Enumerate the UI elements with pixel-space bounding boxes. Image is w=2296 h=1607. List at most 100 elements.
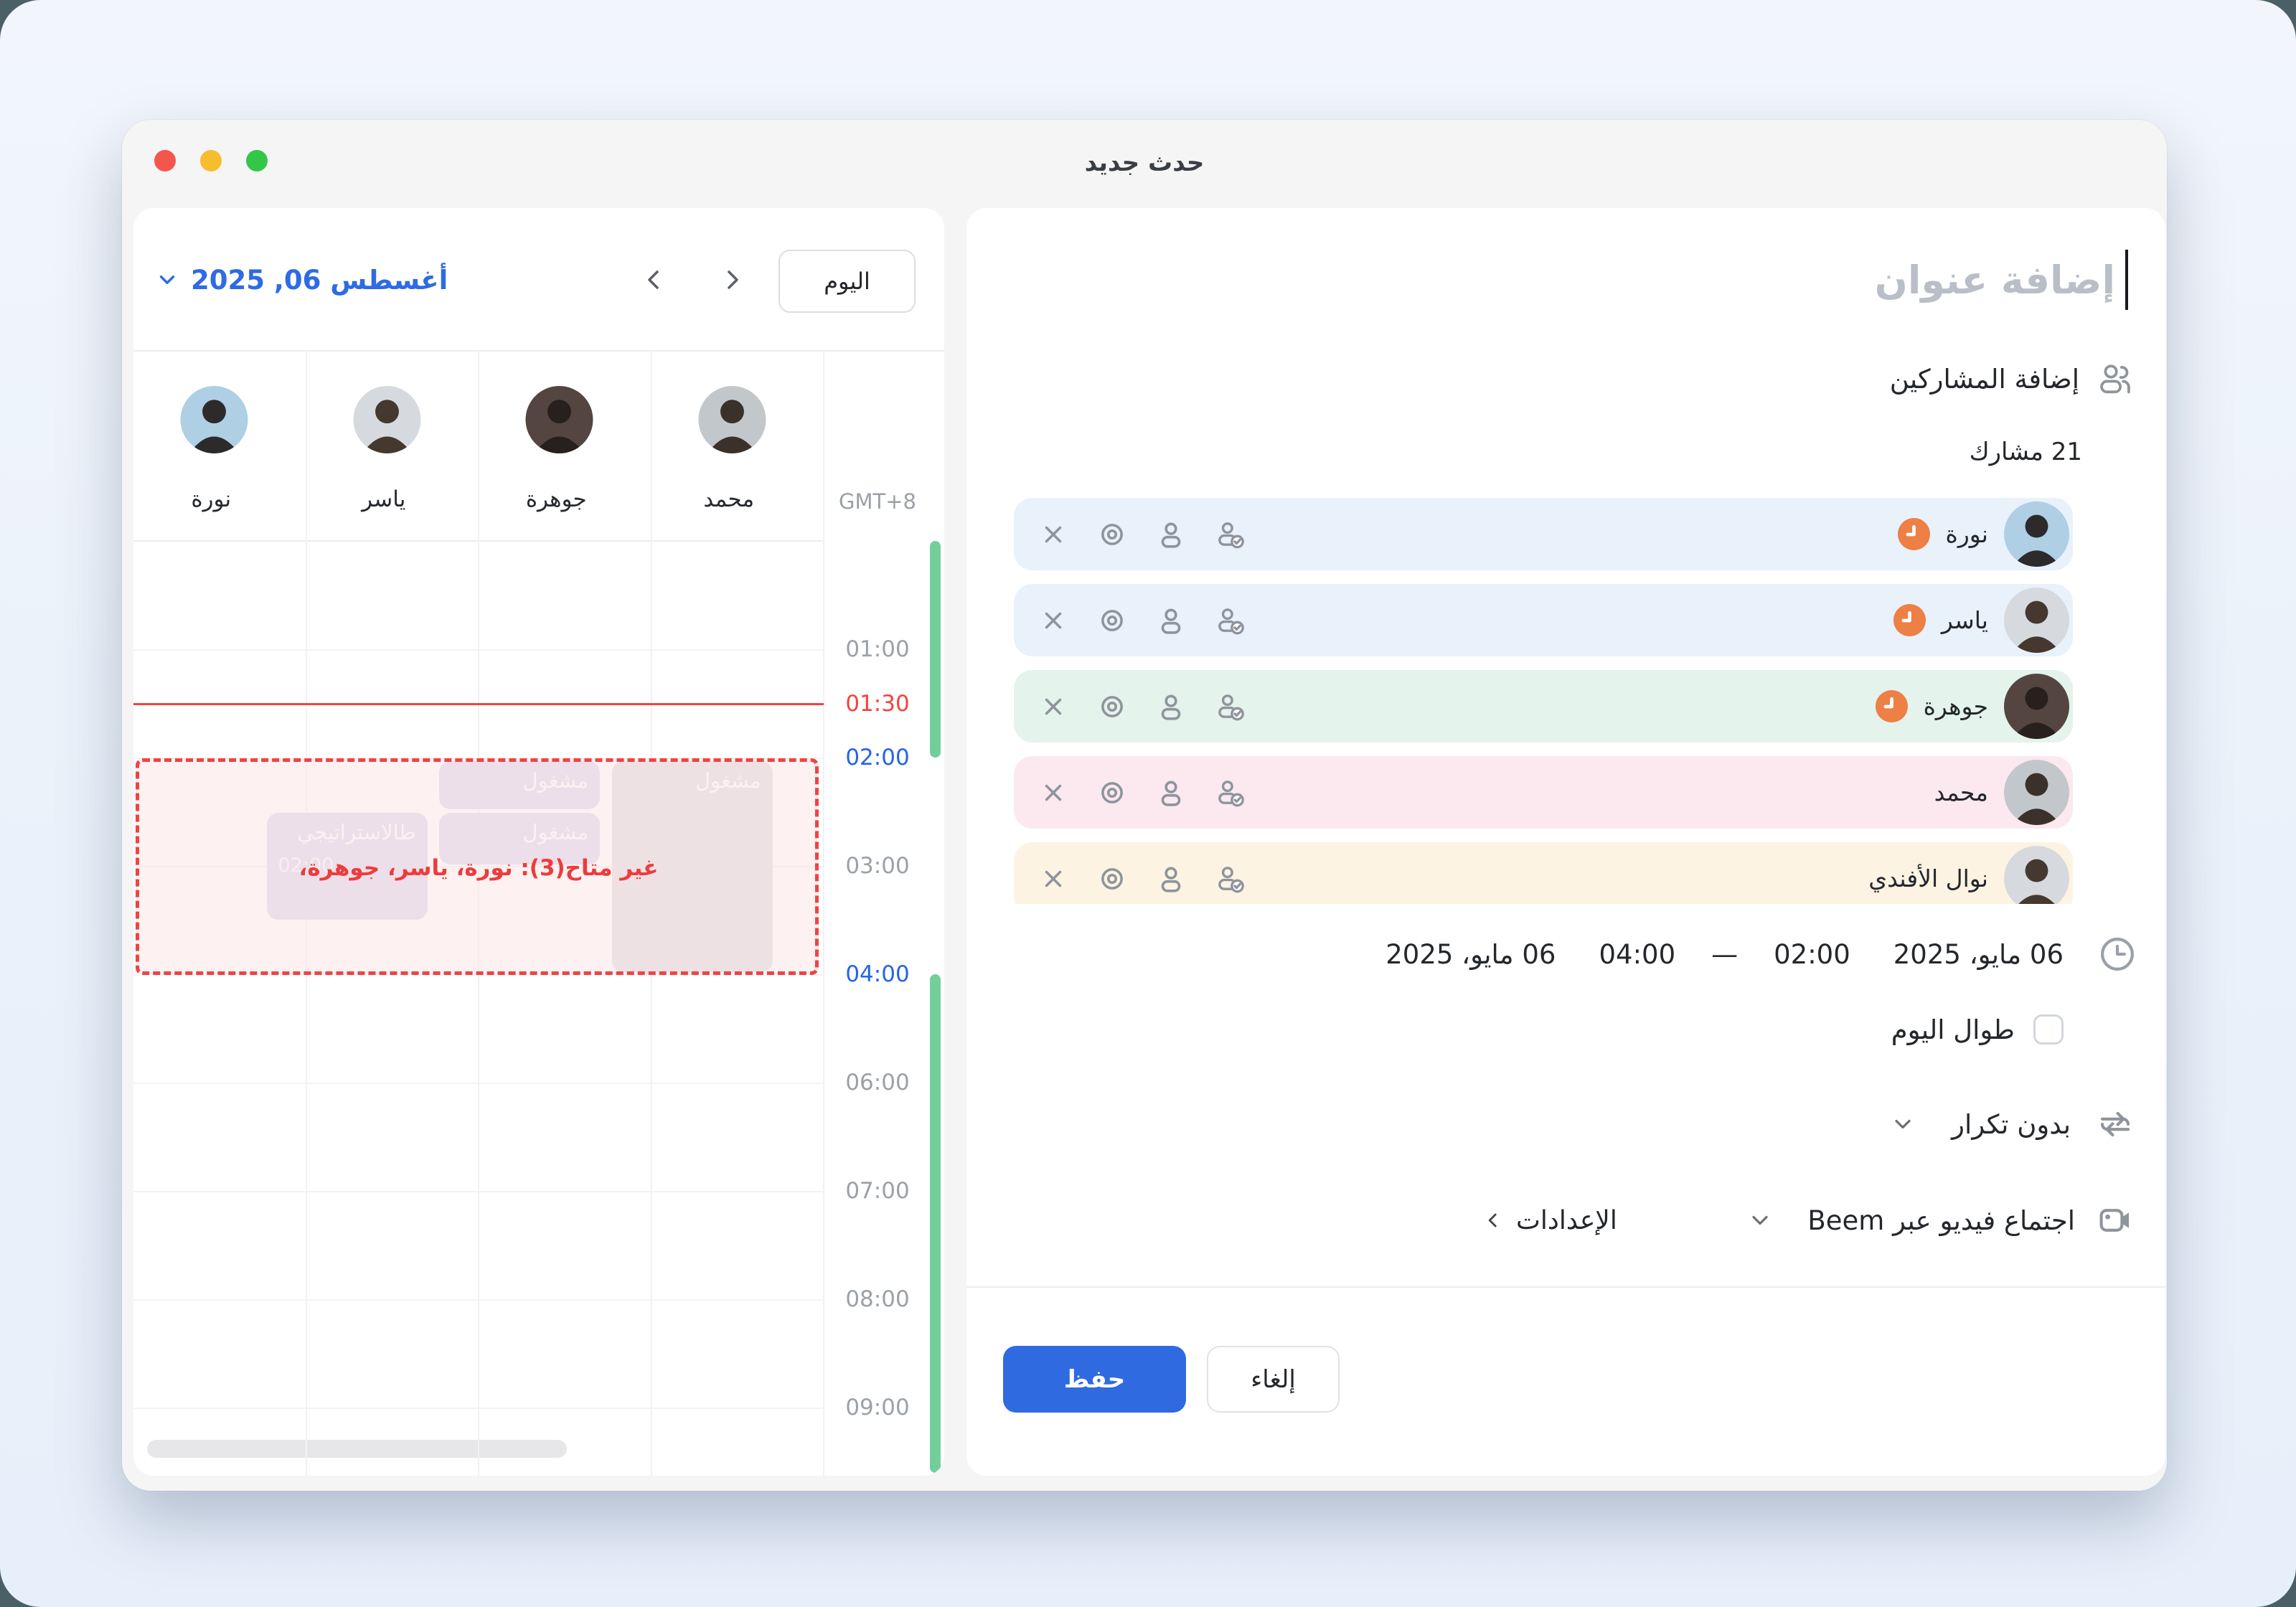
add-participants-button[interactable]: إضافة المشاركين: [1890, 356, 2134, 402]
video-meeting-label: اجتماع فيديو عبر Beem: [1807, 1205, 2075, 1236]
avatar: [2004, 588, 2069, 653]
person-name: ياسر: [362, 486, 406, 512]
participant-row: نوال الأفندي: [1014, 842, 2073, 904]
person-check-icon[interactable]: [1215, 519, 1245, 550]
participant-row: جوهرة: [1014, 670, 2073, 743]
chevron-left-icon: [1482, 1209, 1505, 1232]
save-button[interactable]: حفظ: [1003, 1346, 1186, 1413]
person-check-icon[interactable]: [1215, 778, 1245, 808]
person-name: نورة: [191, 486, 232, 512]
video-meeting-dropdown[interactable]: اجتماع فيديو عبر Beem: [1747, 1192, 2135, 1248]
window-title: حدث جديد: [1084, 149, 1205, 177]
time-range-dash: —: [1711, 938, 1739, 970]
recurrence-label: بدون تكرار: [1952, 1108, 2071, 1140]
window-controls: [154, 150, 268, 171]
event-form-panel: إضافة عنوان إضافة المشاركين 21 مشارك: [966, 208, 2165, 1476]
clock-icon: [2098, 935, 2137, 974]
participant-name: نوال الأفندي: [1868, 864, 1988, 892]
visibility-icon[interactable]: [1097, 778, 1127, 808]
unavailable-note: غير متاح(3): نورة، ياسر، جوهرة،: [298, 855, 659, 881]
gutter-divider: [823, 352, 824, 1476]
prev-day-button[interactable]: [636, 261, 673, 298]
pending-clock-badge: [1875, 690, 1908, 722]
person-icon[interactable]: [1156, 864, 1186, 894]
person-column: محمد: [651, 352, 824, 540]
all-day-checkbox[interactable]: [2033, 1014, 2064, 1045]
text-caret: [2125, 250, 2128, 310]
time-label: 03:00: [845, 853, 910, 879]
person-check-icon[interactable]: [1215, 605, 1245, 636]
person-icon[interactable]: [1156, 692, 1186, 722]
start-time[interactable]: 02:00: [1774, 938, 1850, 970]
repeat-icon: [2095, 1107, 2135, 1141]
remove-icon[interactable]: [1038, 778, 1068, 808]
chevron-down-icon: [155, 268, 179, 292]
end-date[interactable]: 06 مايو، 2025: [1385, 938, 1556, 970]
person-check-icon[interactable]: [1215, 864, 1245, 894]
participant-name: جوهرة: [1923, 692, 1988, 720]
cancel-button[interactable]: إلغاء: [1207, 1346, 1340, 1413]
time-gutter: GMT+8 01:00 01:30 02:00 03:00 04:00 06:00 07:0…: [824, 352, 944, 1476]
add-participants-label: إضافة المشاركين: [1889, 363, 2079, 395]
pending-clock-badge: [1897, 518, 1930, 550]
pending-clock-badge: [1893, 604, 1926, 636]
time-label: 09:00: [845, 1395, 910, 1420]
chevron-down-icon: [1890, 1111, 1916, 1137]
participants-list: نورة ياسر جوهرة محمد: [1014, 498, 2073, 904]
time-label: 08:00: [845, 1286, 910, 1312]
availability-bar: [930, 541, 941, 758]
date-picker[interactable]: أغسطس 06, 2025: [155, 208, 448, 352]
event-title-input[interactable]: إضافة عنوان: [1874, 257, 2115, 303]
person-column: نورة: [133, 352, 306, 540]
end-time[interactable]: 04:00: [1599, 938, 1676, 970]
person-icon[interactable]: [1156, 778, 1186, 808]
participant-name: ياسر: [1941, 606, 1988, 634]
zoom-button[interactable]: [246, 150, 268, 171]
participants-count: 21 مشارك: [1969, 438, 2082, 466]
new-event-window: حدث جديد أغسطس 06, 2025 اليوم: [122, 120, 2167, 1491]
visibility-icon[interactable]: [1097, 605, 1127, 636]
meeting-settings-link[interactable]: الإعدادات: [1482, 1192, 1617, 1248]
person-icon[interactable]: [1156, 605, 1186, 636]
close-button[interactable]: [154, 150, 176, 171]
person-check-icon[interactable]: [1215, 692, 1245, 722]
time-label: 02:00: [845, 745, 910, 770]
recurrence-dropdown[interactable]: بدون تكرار: [1890, 1096, 2135, 1152]
remove-icon[interactable]: [1038, 605, 1068, 636]
participant-name: نورة: [1945, 520, 1988, 548]
settings-label: الإعدادات: [1516, 1205, 1617, 1235]
visibility-icon[interactable]: [1097, 864, 1127, 894]
person-icon[interactable]: [1156, 519, 1186, 550]
time-label: 07:00: [845, 1178, 910, 1204]
form-footer-divider: [966, 1286, 2165, 1288]
visibility-icon[interactable]: [1097, 519, 1127, 550]
today-button[interactable]: اليوم: [778, 250, 916, 313]
video-camera-icon: [2097, 1203, 2135, 1238]
all-day-label: طوال اليوم: [1891, 1014, 2015, 1045]
participant-row: نورة: [1014, 498, 2073, 570]
calendar-header: أغسطس 06, 2025 اليوم: [133, 208, 944, 352]
next-day-button[interactable]: [713, 261, 751, 298]
chevron-down-icon: [1747, 1207, 1773, 1233]
horizontal-scrollbar[interactable]: [147, 1440, 567, 1458]
all-day-row: طوال اليوم: [1891, 1002, 2064, 1057]
time-label: 06:00: [845, 1070, 910, 1095]
participant-name: محمد: [1934, 778, 1988, 806]
participant-row: ياسر: [1014, 584, 2073, 656]
remove-icon[interactable]: [1038, 864, 1068, 894]
avatar: [353, 386, 421, 453]
datetime-row: 06 مايو، 2025 02:00 — 04:00 06 مايو، 202…: [1378, 924, 2137, 984]
minimize-button[interactable]: [200, 150, 222, 171]
time-label: 04:00: [845, 961, 910, 987]
person-column: جوهرة: [479, 352, 651, 540]
participant-row: محمد: [1014, 756, 2073, 829]
person-column: ياسر: [306, 352, 479, 540]
date-picker-label: أغسطس 06, 2025: [191, 264, 448, 296]
avatar: [2004, 501, 2069, 567]
remove-icon[interactable]: [1038, 519, 1068, 550]
start-date[interactable]: 06 مايو، 2025: [1893, 938, 2064, 970]
selected-time-range[interactable]: [136, 758, 819, 975]
visibility-icon[interactable]: [1097, 692, 1127, 722]
remove-icon[interactable]: [1038, 692, 1068, 722]
